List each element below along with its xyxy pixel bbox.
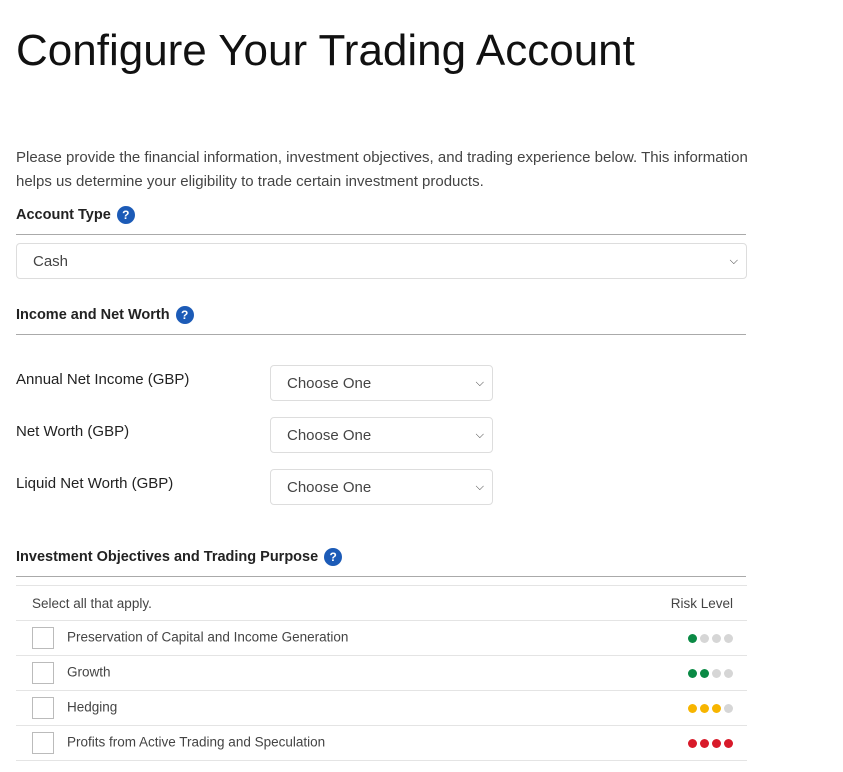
table-row: Growth bbox=[16, 655, 747, 691]
objectives-heading: Investment Objectives and Trading Purpos… bbox=[16, 548, 746, 577]
risk-dot bbox=[688, 703, 697, 713]
net-worth-select[interactable]: Choose One ⌵ bbox=[270, 417, 493, 453]
liquid-net-worth-select[interactable]: Choose One ⌵ bbox=[270, 469, 493, 505]
risk-dot bbox=[724, 738, 733, 748]
heading-text: Income and Net Worth bbox=[16, 307, 170, 323]
select-value: Choose One bbox=[287, 374, 372, 392]
risk-dot bbox=[712, 738, 721, 748]
table-row: Preservation of Capital and Income Gener… bbox=[16, 620, 747, 656]
risk-dot bbox=[712, 703, 721, 713]
chevron-down-icon: ⌵ bbox=[475, 480, 484, 493]
risk-level-indicator bbox=[610, 620, 747, 656]
risk-dot bbox=[712, 668, 721, 678]
account-type-select[interactable]: Cash ⌵ bbox=[16, 243, 747, 279]
annual-income-select[interactable]: Choose One ⌵ bbox=[270, 365, 493, 401]
risk-dot bbox=[724, 633, 733, 643]
select-value: Choose One bbox=[287, 478, 372, 496]
objective-label: Hedging bbox=[67, 699, 118, 715]
chevron-down-icon: ⌵ bbox=[475, 428, 484, 441]
heading-text: Investment Objectives and Trading Purpos… bbox=[16, 549, 319, 565]
chevron-down-icon: ⌵ bbox=[475, 376, 484, 389]
objective-checkbox[interactable] bbox=[32, 732, 54, 754]
risk-level-header: Risk Level bbox=[610, 585, 747, 621]
liquid-net-worth-label: Liquid Net Worth (GBP) bbox=[16, 475, 174, 492]
risk-level-indicator bbox=[610, 725, 747, 761]
objective-label: Preservation of Capital and Income Gener… bbox=[67, 629, 349, 645]
objective-checkbox[interactable] bbox=[32, 627, 54, 649]
risk-dot bbox=[712, 633, 721, 643]
objective-checkbox[interactable] bbox=[32, 697, 54, 719]
objectives-table: Select all that apply. Risk Level Preserv… bbox=[16, 585, 747, 761]
select-all-label: Select all that apply. bbox=[16, 585, 611, 621]
intro-text: Please provide the financial information… bbox=[16, 149, 748, 190]
risk-level-indicator bbox=[610, 690, 747, 726]
objective-label: Profits from Active Trading and Speculat… bbox=[67, 734, 326, 750]
risk-dot bbox=[700, 703, 709, 713]
help-icon[interactable]: ? bbox=[116, 206, 135, 224]
heading-text: Account Type bbox=[16, 207, 111, 223]
objective-checkbox[interactable] bbox=[32, 662, 54, 684]
chevron-down-icon: ⌵ bbox=[729, 254, 738, 267]
page-title: Configure Your Trading Account bbox=[16, 26, 635, 75]
net-worth-label: Net Worth (GBP) bbox=[16, 423, 130, 440]
annual-income-label: Annual Net Income (GBP) bbox=[16, 371, 190, 388]
table-row: Profits from Active Trading and Speculat… bbox=[16, 725, 747, 761]
risk-dot bbox=[724, 668, 733, 678]
help-icon[interactable]: ? bbox=[175, 306, 194, 324]
risk-dot bbox=[700, 668, 709, 678]
income-heading: Income and Net Worth? bbox=[16, 306, 746, 335]
account-type-heading: Account Type? bbox=[16, 206, 746, 235]
risk-dot bbox=[700, 738, 709, 748]
risk-dot bbox=[688, 633, 697, 643]
objective-label: Growth bbox=[67, 664, 111, 680]
risk-dot bbox=[688, 738, 697, 748]
table-row: Hedging bbox=[16, 690, 747, 726]
select-value: Choose One bbox=[287, 426, 372, 444]
risk-dot bbox=[724, 703, 733, 713]
select-value: Cash bbox=[33, 252, 69, 270]
risk-level-indicator bbox=[610, 655, 747, 691]
risk-dot bbox=[700, 633, 709, 643]
risk-dot bbox=[688, 668, 697, 678]
help-icon[interactable]: ? bbox=[324, 548, 343, 566]
